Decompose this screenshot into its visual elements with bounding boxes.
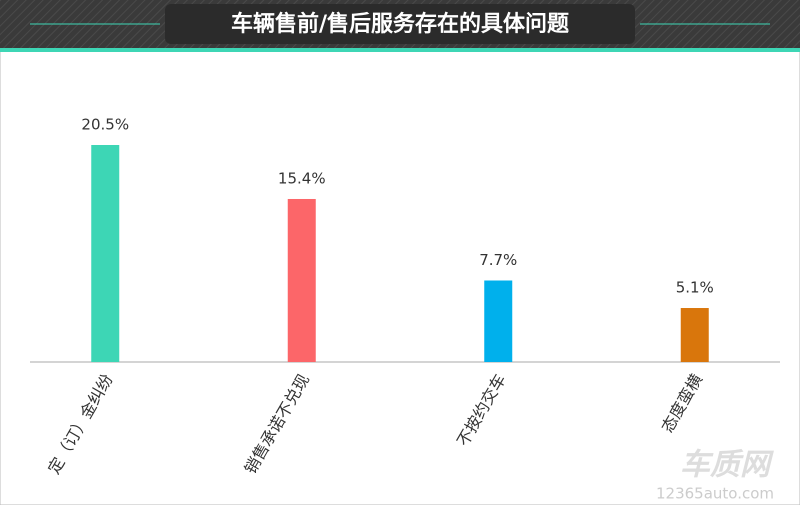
value-label: 20.5% [81, 116, 129, 134]
bar [484, 280, 513, 362]
value-label: 7.7% [479, 251, 517, 269]
bar [91, 145, 120, 362]
watermark-url: 12365auto.com [656, 485, 774, 503]
value-label: 15.4% [278, 169, 326, 187]
bar [680, 308, 709, 362]
chart-title: 车辆售前/售后服务存在的具体问题 [231, 11, 570, 37]
watermark-brand: 车质网 [680, 448, 774, 483]
value-label: 5.1% [676, 279, 714, 297]
header-rule [0, 48, 800, 52]
bar [287, 198, 316, 362]
title-box [165, 4, 635, 44]
